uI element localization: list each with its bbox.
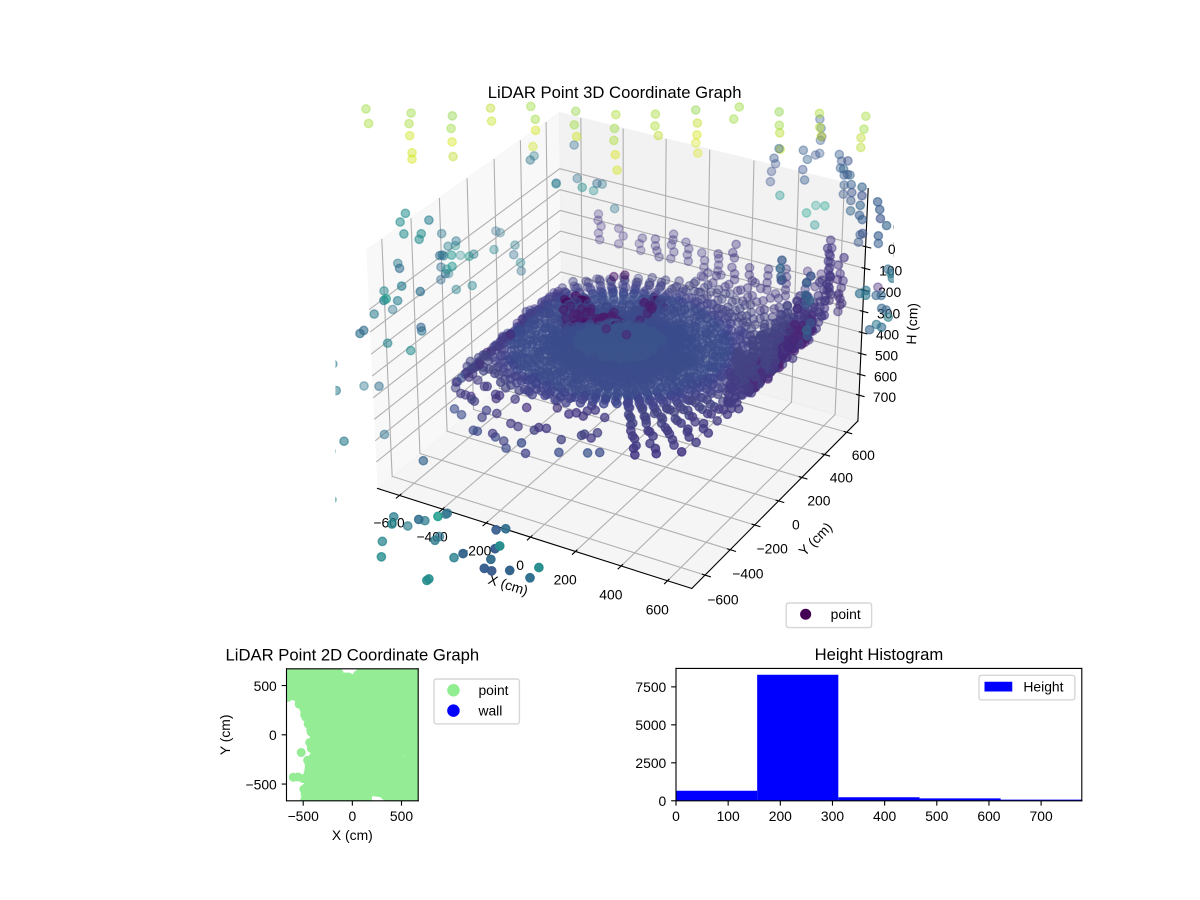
svg-text:300: 300 <box>821 808 844 824</box>
svg-text:500: 500 <box>254 678 277 694</box>
svg-text:600: 600 <box>874 368 897 384</box>
svg-text:LiDAR Point 3D Coordinate Grap: LiDAR Point 3D Coordinate Graph <box>488 83 742 102</box>
svg-text:700: 700 <box>1030 808 1053 824</box>
svg-text:0: 0 <box>348 808 356 824</box>
svg-text:200: 200 <box>807 493 830 509</box>
svg-text:400: 400 <box>599 586 622 602</box>
svg-text:500: 500 <box>875 348 898 364</box>
svg-text:500: 500 <box>390 808 413 824</box>
svg-text:H (cm): H (cm) <box>903 303 921 345</box>
svg-text:Height Histogram: Height Histogram <box>815 645 944 664</box>
svg-text:400: 400 <box>873 808 896 824</box>
svg-text:−600: −600 <box>707 591 739 607</box>
svg-text:0: 0 <box>516 557 524 573</box>
svg-text:200: 200 <box>769 808 792 824</box>
svg-text:5000: 5000 <box>635 717 666 733</box>
svg-text:−500: −500 <box>246 776 278 792</box>
svg-text:Height: Height <box>1023 678 1063 694</box>
svg-text:7500: 7500 <box>635 679 666 695</box>
svg-text:wall: wall <box>477 702 502 718</box>
svg-text:0: 0 <box>659 793 667 809</box>
svg-text:600: 600 <box>852 447 875 463</box>
svg-text:400: 400 <box>830 470 853 486</box>
svg-text:600: 600 <box>646 601 669 617</box>
svg-text:−500: −500 <box>288 808 320 824</box>
svg-text:X (cm): X (cm) <box>332 827 373 843</box>
svg-text:0: 0 <box>672 808 680 824</box>
svg-text:0: 0 <box>792 516 800 532</box>
svg-text:point: point <box>478 682 508 698</box>
svg-text:Y (cm): Y (cm) <box>217 714 233 755</box>
svg-text:2500: 2500 <box>635 755 666 771</box>
svg-text:600: 600 <box>977 808 1000 824</box>
svg-text:−200: −200 <box>757 541 789 557</box>
svg-text:0: 0 <box>888 241 896 257</box>
svg-text:0: 0 <box>269 727 277 743</box>
svg-text:−400: −400 <box>732 566 764 582</box>
svg-text:−200: −200 <box>460 543 492 559</box>
svg-text:100: 100 <box>717 808 740 824</box>
svg-text:LiDAR Point 2D Coordinate Grap: LiDAR Point 2D Coordinate Graph <box>226 645 480 664</box>
svg-text:700: 700 <box>873 389 896 405</box>
svg-text:500: 500 <box>925 808 948 824</box>
svg-text:point: point <box>831 606 861 622</box>
svg-text:200: 200 <box>554 572 577 588</box>
